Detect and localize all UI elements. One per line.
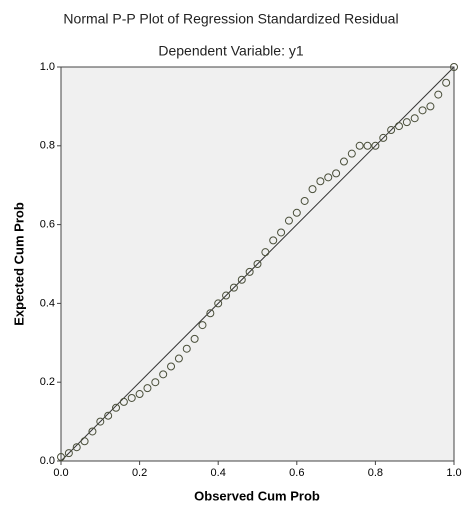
x-tick-label: 0.4 [211, 467, 226, 479]
chart: Normal P-P Plot of Regression Standardiz… [0, 0, 462, 509]
x-tick-label: 0.0 [53, 467, 68, 479]
y-tick-label: 0.0 [40, 455, 55, 467]
x-tick-label: 1.0 [446, 467, 461, 479]
y-axis-label: Expected Cum Prob [11, 202, 26, 326]
x-axis-label: Observed Cum Prob [194, 488, 320, 503]
x-tick-label: 0.2 [132, 467, 147, 479]
chart-subtitle: Dependent Variable: y1 [158, 43, 303, 59]
y-tick-label: 0.2 [40, 376, 55, 388]
y-tick-label: 0.4 [40, 297, 55, 309]
chart-title: Normal P-P Plot of Regression Standardiz… [63, 11, 398, 27]
y-tick-label: 0.6 [40, 219, 55, 231]
x-tick-label: 0.6 [289, 467, 304, 479]
x-tick-label: 0.8 [368, 467, 383, 479]
y-tick-label: 1.0 [40, 61, 55, 73]
y-tick-label: 0.8 [40, 140, 55, 152]
page: Normal P-P Plot of Regression Standardiz… [0, 0, 462, 509]
